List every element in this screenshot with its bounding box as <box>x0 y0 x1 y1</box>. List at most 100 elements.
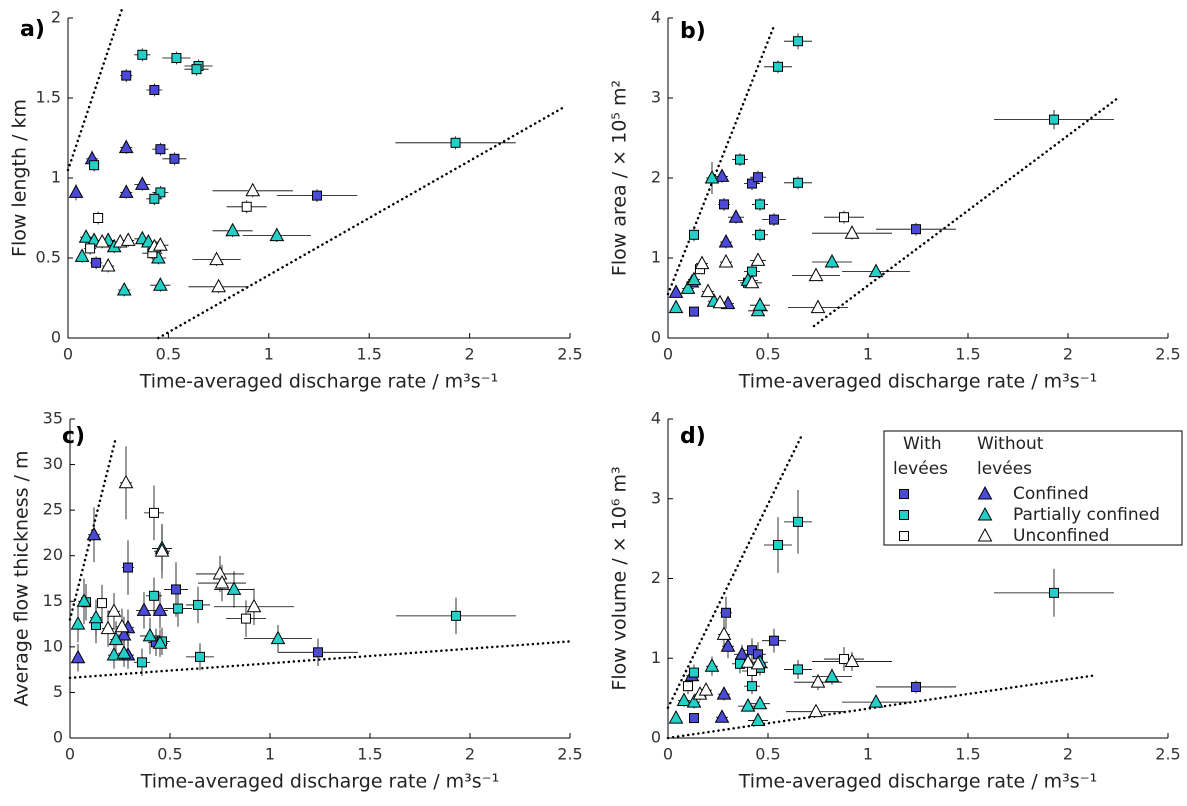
square-marker <box>155 187 166 198</box>
triangle-marker <box>752 297 768 311</box>
triangle-marker <box>694 255 710 270</box>
triangle-marker <box>868 263 884 278</box>
x-axis-label: Time-averaged discharge rate / m³s⁻¹ <box>738 771 1098 793</box>
triangle-marker <box>78 229 94 243</box>
triangle-marker <box>714 168 730 182</box>
triangle-marker <box>269 227 285 242</box>
triangle-marker <box>668 710 684 724</box>
triangle-marker <box>808 267 824 282</box>
triangle-marker <box>718 253 734 268</box>
triangle-marker <box>226 581 242 595</box>
triangle-marker <box>740 698 756 712</box>
square-marker <box>191 64 202 75</box>
triangle-marker <box>676 692 692 707</box>
square-marker <box>747 178 757 189</box>
x-tick-label: 1.5 <box>955 745 980 764</box>
triangle-marker <box>100 620 116 635</box>
triangle-marker <box>116 626 132 641</box>
square-marker <box>899 489 909 499</box>
panel-label: d) <box>680 424 706 449</box>
square-marker <box>193 599 203 610</box>
triangle-marker <box>750 655 766 670</box>
triangle-marker <box>668 299 684 314</box>
triangle-marker <box>114 618 130 633</box>
legend-header: With <box>903 434 942 454</box>
square-marker <box>899 531 909 541</box>
square-marker <box>899 510 909 520</box>
square-marker <box>97 598 107 609</box>
triangle-marker <box>152 602 168 616</box>
triangle-marker <box>212 565 228 580</box>
y-tick-label: 3 <box>651 88 661 107</box>
square-marker <box>747 681 757 692</box>
square-marker <box>89 160 100 171</box>
triangle-marker <box>108 631 124 646</box>
y-tick-label: 0 <box>53 728 63 747</box>
square-marker <box>1049 587 1059 598</box>
x-tick-label: 0 <box>63 345 73 364</box>
panel-label: b) <box>680 19 706 44</box>
square-marker <box>755 229 765 240</box>
triangle-marker <box>70 649 86 664</box>
triangle-marker <box>744 274 760 289</box>
triangle-marker <box>750 252 766 266</box>
triangle-marker <box>86 526 102 541</box>
y-tick-label: 25 <box>43 500 63 519</box>
square-marker <box>793 36 803 47</box>
triangle-marker <box>977 506 993 521</box>
triangle-marker <box>704 169 720 184</box>
legend-label: Confined <box>1013 484 1089 504</box>
triangle-marker <box>211 278 226 293</box>
triangle-marker <box>698 682 714 696</box>
square-marker <box>173 603 183 614</box>
legend-header: levées <box>893 459 948 479</box>
square-marker <box>689 306 699 317</box>
x-axis-label: Time-averaged discharge rate / m³s⁻¹ <box>140 771 500 793</box>
x-tick-label: 2 <box>465 745 475 764</box>
square-marker <box>755 199 765 210</box>
square-marker <box>689 667 699 678</box>
x-tick-label: 2 <box>1063 345 1073 364</box>
triangle-marker <box>152 635 168 649</box>
square-marker <box>137 657 147 668</box>
triangle-marker <box>225 222 240 237</box>
x-tick-label: 0 <box>663 345 673 364</box>
square-marker <box>769 214 779 225</box>
square-marker <box>171 53 182 63</box>
square-marker <box>149 193 160 204</box>
triangle-marker <box>88 609 104 624</box>
square-marker <box>171 584 181 595</box>
triangle-marker <box>116 645 132 659</box>
y-tick-label: 2 <box>651 168 661 187</box>
y-tick-label: 0 <box>51 328 61 347</box>
triangle-marker <box>686 694 702 708</box>
x-tick-label: 2.5 <box>557 745 582 764</box>
y-tick-label: 1 <box>651 248 661 267</box>
triangle-marker <box>106 603 122 617</box>
x-tick-label: 1 <box>265 745 275 764</box>
square-marker <box>149 507 159 518</box>
bound-line <box>68 640 572 680</box>
x-tick-label: 1.5 <box>955 345 980 364</box>
triangle-marker <box>808 703 824 718</box>
y-tick-label: 0 <box>651 728 661 747</box>
y-tick-label: 20 <box>43 545 63 564</box>
y-tick-label: 1.5 <box>36 88 61 107</box>
square-marker <box>683 681 693 692</box>
y-tick-label: 5 <box>53 682 63 701</box>
triangle-marker <box>118 139 134 154</box>
y-tick-label: 0.5 <box>36 248 61 267</box>
triangle-marker <box>154 543 170 557</box>
y-tick-label: 10 <box>43 636 63 655</box>
triangle-marker <box>106 647 122 661</box>
triangle-marker <box>270 630 286 645</box>
square-marker <box>769 635 779 646</box>
square-marker <box>169 153 180 164</box>
square-marker <box>149 590 159 601</box>
triangle-marker <box>118 474 134 489</box>
y-tick-label: 2 <box>651 568 661 587</box>
square-marker <box>311 190 322 201</box>
triangle-marker <box>752 695 768 710</box>
square-marker <box>911 681 921 692</box>
